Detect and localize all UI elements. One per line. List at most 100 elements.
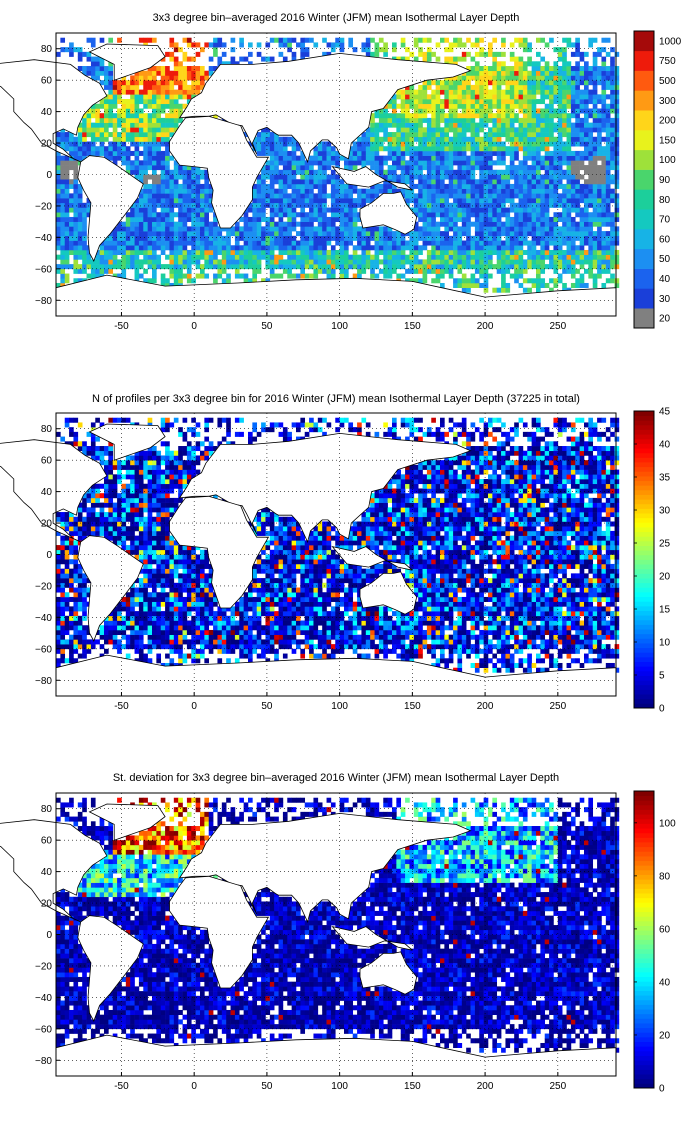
data-bin — [575, 183, 580, 189]
data-bin — [186, 278, 192, 284]
data-bin — [143, 155, 148, 161]
data-bin — [112, 89, 118, 95]
data-bin — [200, 183, 205, 189]
data-bin — [426, 122, 432, 128]
data-bin — [501, 658, 506, 664]
data-bin — [405, 245, 410, 251]
data-bin — [474, 70, 480, 76]
data-bin — [64, 259, 70, 265]
data-bin — [200, 653, 205, 659]
data-bin — [261, 179, 266, 185]
data-bin — [143, 94, 148, 100]
data-bin — [86, 259, 92, 265]
data-bin — [409, 188, 415, 194]
data-bin — [601, 127, 607, 133]
data-bin — [540, 249, 546, 255]
data-bin — [448, 188, 454, 194]
data-bin — [431, 150, 436, 156]
data-bin — [374, 150, 380, 156]
y-tick-label: 20 — [41, 139, 53, 150]
data-bin — [378, 231, 384, 237]
data-bin — [160, 122, 166, 128]
data-bin — [536, 150, 541, 156]
data-bin — [82, 127, 87, 133]
data-bin — [418, 644, 423, 650]
data-bin — [400, 132, 406, 138]
data-bin — [483, 198, 489, 204]
data-bin — [217, 273, 223, 279]
data-bin — [392, 165, 397, 171]
data-bin — [221, 254, 227, 260]
data-bin — [457, 146, 463, 152]
data-bin — [527, 150, 532, 156]
data-bin — [505, 240, 511, 246]
data-bin — [352, 245, 358, 251]
data-bin — [536, 231, 541, 237]
data-bin — [557, 117, 563, 123]
data-bin — [518, 99, 524, 105]
data-bin — [570, 221, 576, 227]
data-bin — [584, 66, 589, 72]
data-bin — [248, 264, 253, 270]
data-bin — [282, 150, 288, 156]
data-bin — [444, 37, 450, 43]
data-bin — [614, 207, 620, 213]
data-bin — [610, 662, 615, 668]
data-bin — [557, 179, 563, 185]
data-bin — [147, 254, 153, 260]
data-bin — [370, 113, 375, 119]
data-bin — [330, 47, 336, 53]
data-bin — [575, 47, 580, 53]
data-bin — [213, 42, 218, 48]
data-bin — [509, 160, 515, 166]
data-bin — [444, 146, 450, 152]
data-bin — [444, 193, 450, 199]
data-bin — [479, 264, 484, 270]
data-bin — [77, 122, 83, 128]
data-bin — [570, 226, 576, 232]
data-bin — [392, 639, 397, 645]
data-bin — [204, 235, 210, 241]
data-bin — [387, 132, 393, 138]
data-bin — [147, 141, 153, 147]
data-bin — [435, 113, 441, 119]
data-bin — [483, 240, 489, 246]
data-bin — [152, 132, 157, 138]
data-bin — [365, 37, 371, 43]
data-bin — [509, 221, 515, 227]
data-bin — [505, 66, 511, 72]
data-bin — [570, 70, 576, 76]
data-bin — [134, 249, 140, 255]
data-bin — [557, 66, 563, 72]
data-bin — [566, 188, 572, 194]
data-bin — [483, 66, 489, 72]
data-bin — [531, 644, 537, 650]
data-bin — [278, 193, 284, 199]
data-bin — [117, 136, 122, 142]
data-bin — [405, 179, 410, 185]
data-bin — [453, 141, 458, 147]
data-bin — [173, 169, 179, 175]
data-bin — [291, 639, 297, 645]
data-bin — [374, 273, 380, 279]
data-bin — [418, 141, 423, 147]
data-bin — [125, 212, 131, 218]
data-bin — [265, 193, 271, 199]
data-bin — [200, 84, 205, 90]
data-bin — [282, 268, 288, 274]
data-bin — [474, 240, 480, 246]
data-bin — [112, 245, 118, 251]
data-bin — [592, 249, 598, 255]
data-bin — [614, 150, 620, 156]
data-bin — [317, 155, 323, 161]
data-bin — [413, 56, 419, 62]
data-bin — [553, 89, 559, 95]
data-bin — [440, 141, 445, 147]
data-bin — [383, 249, 388, 255]
data-bin — [610, 264, 615, 270]
data-bin — [317, 639, 323, 645]
data-bin — [544, 188, 550, 194]
data-bin — [413, 226, 419, 232]
data-bin — [418, 89, 423, 95]
data-bin — [269, 264, 275, 270]
